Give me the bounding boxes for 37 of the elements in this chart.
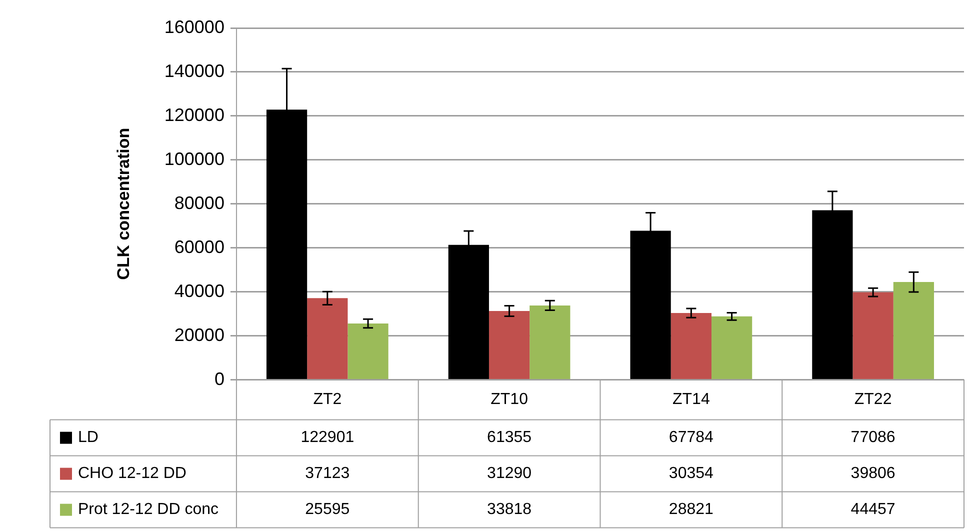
bar bbox=[893, 282, 934, 380]
data-label: 25595 bbox=[305, 501, 350, 518]
x-tick-label: ZT14 bbox=[672, 390, 710, 408]
bar bbox=[670, 313, 712, 380]
data-label: 39806 bbox=[850, 465, 896, 482]
y-tick-label: 100000 bbox=[164, 148, 224, 169]
legend-label: CHO 12-12 DD bbox=[78, 465, 186, 482]
bar bbox=[348, 324, 388, 380]
y-tick-label: 20000 bbox=[174, 324, 224, 345]
data-label: 44457 bbox=[850, 501, 896, 518]
x-tick-label: ZT2 bbox=[313, 390, 342, 408]
legend-label: LD bbox=[78, 429, 98, 446]
y-tick-label: 120000 bbox=[164, 104, 224, 125]
data-label: 28821 bbox=[668, 501, 714, 518]
y-axis-title: CLK concentration bbox=[114, 128, 133, 280]
x-tick-label: ZT10 bbox=[490, 390, 528, 408]
data-label: 30354 bbox=[668, 465, 714, 482]
x-tick-label: ZT22 bbox=[854, 390, 892, 408]
bar bbox=[530, 305, 570, 380]
data-label: 61355 bbox=[487, 429, 532, 446]
legend-label: Prot 12-12 DD conc bbox=[78, 501, 219, 518]
bar bbox=[852, 292, 894, 380]
y-tick-label: 60000 bbox=[174, 236, 224, 257]
data-label: 77086 bbox=[850, 429, 896, 446]
y-tick-label: 160000 bbox=[164, 16, 224, 37]
y-tick-label: 0 bbox=[214, 368, 224, 389]
data-label: 31290 bbox=[487, 465, 532, 482]
y-tick-label: 140000 bbox=[164, 60, 224, 81]
y-tick-label: 40000 bbox=[174, 280, 224, 301]
data-label: 122901 bbox=[300, 429, 354, 446]
y-tick-label: 80000 bbox=[174, 192, 224, 213]
data-label: 67784 bbox=[668, 429, 714, 446]
bar bbox=[307, 298, 348, 380]
bar bbox=[711, 316, 752, 380]
data-label: 33818 bbox=[487, 501, 532, 518]
data-label: 37123 bbox=[305, 465, 350, 482]
bar bbox=[488, 311, 530, 380]
